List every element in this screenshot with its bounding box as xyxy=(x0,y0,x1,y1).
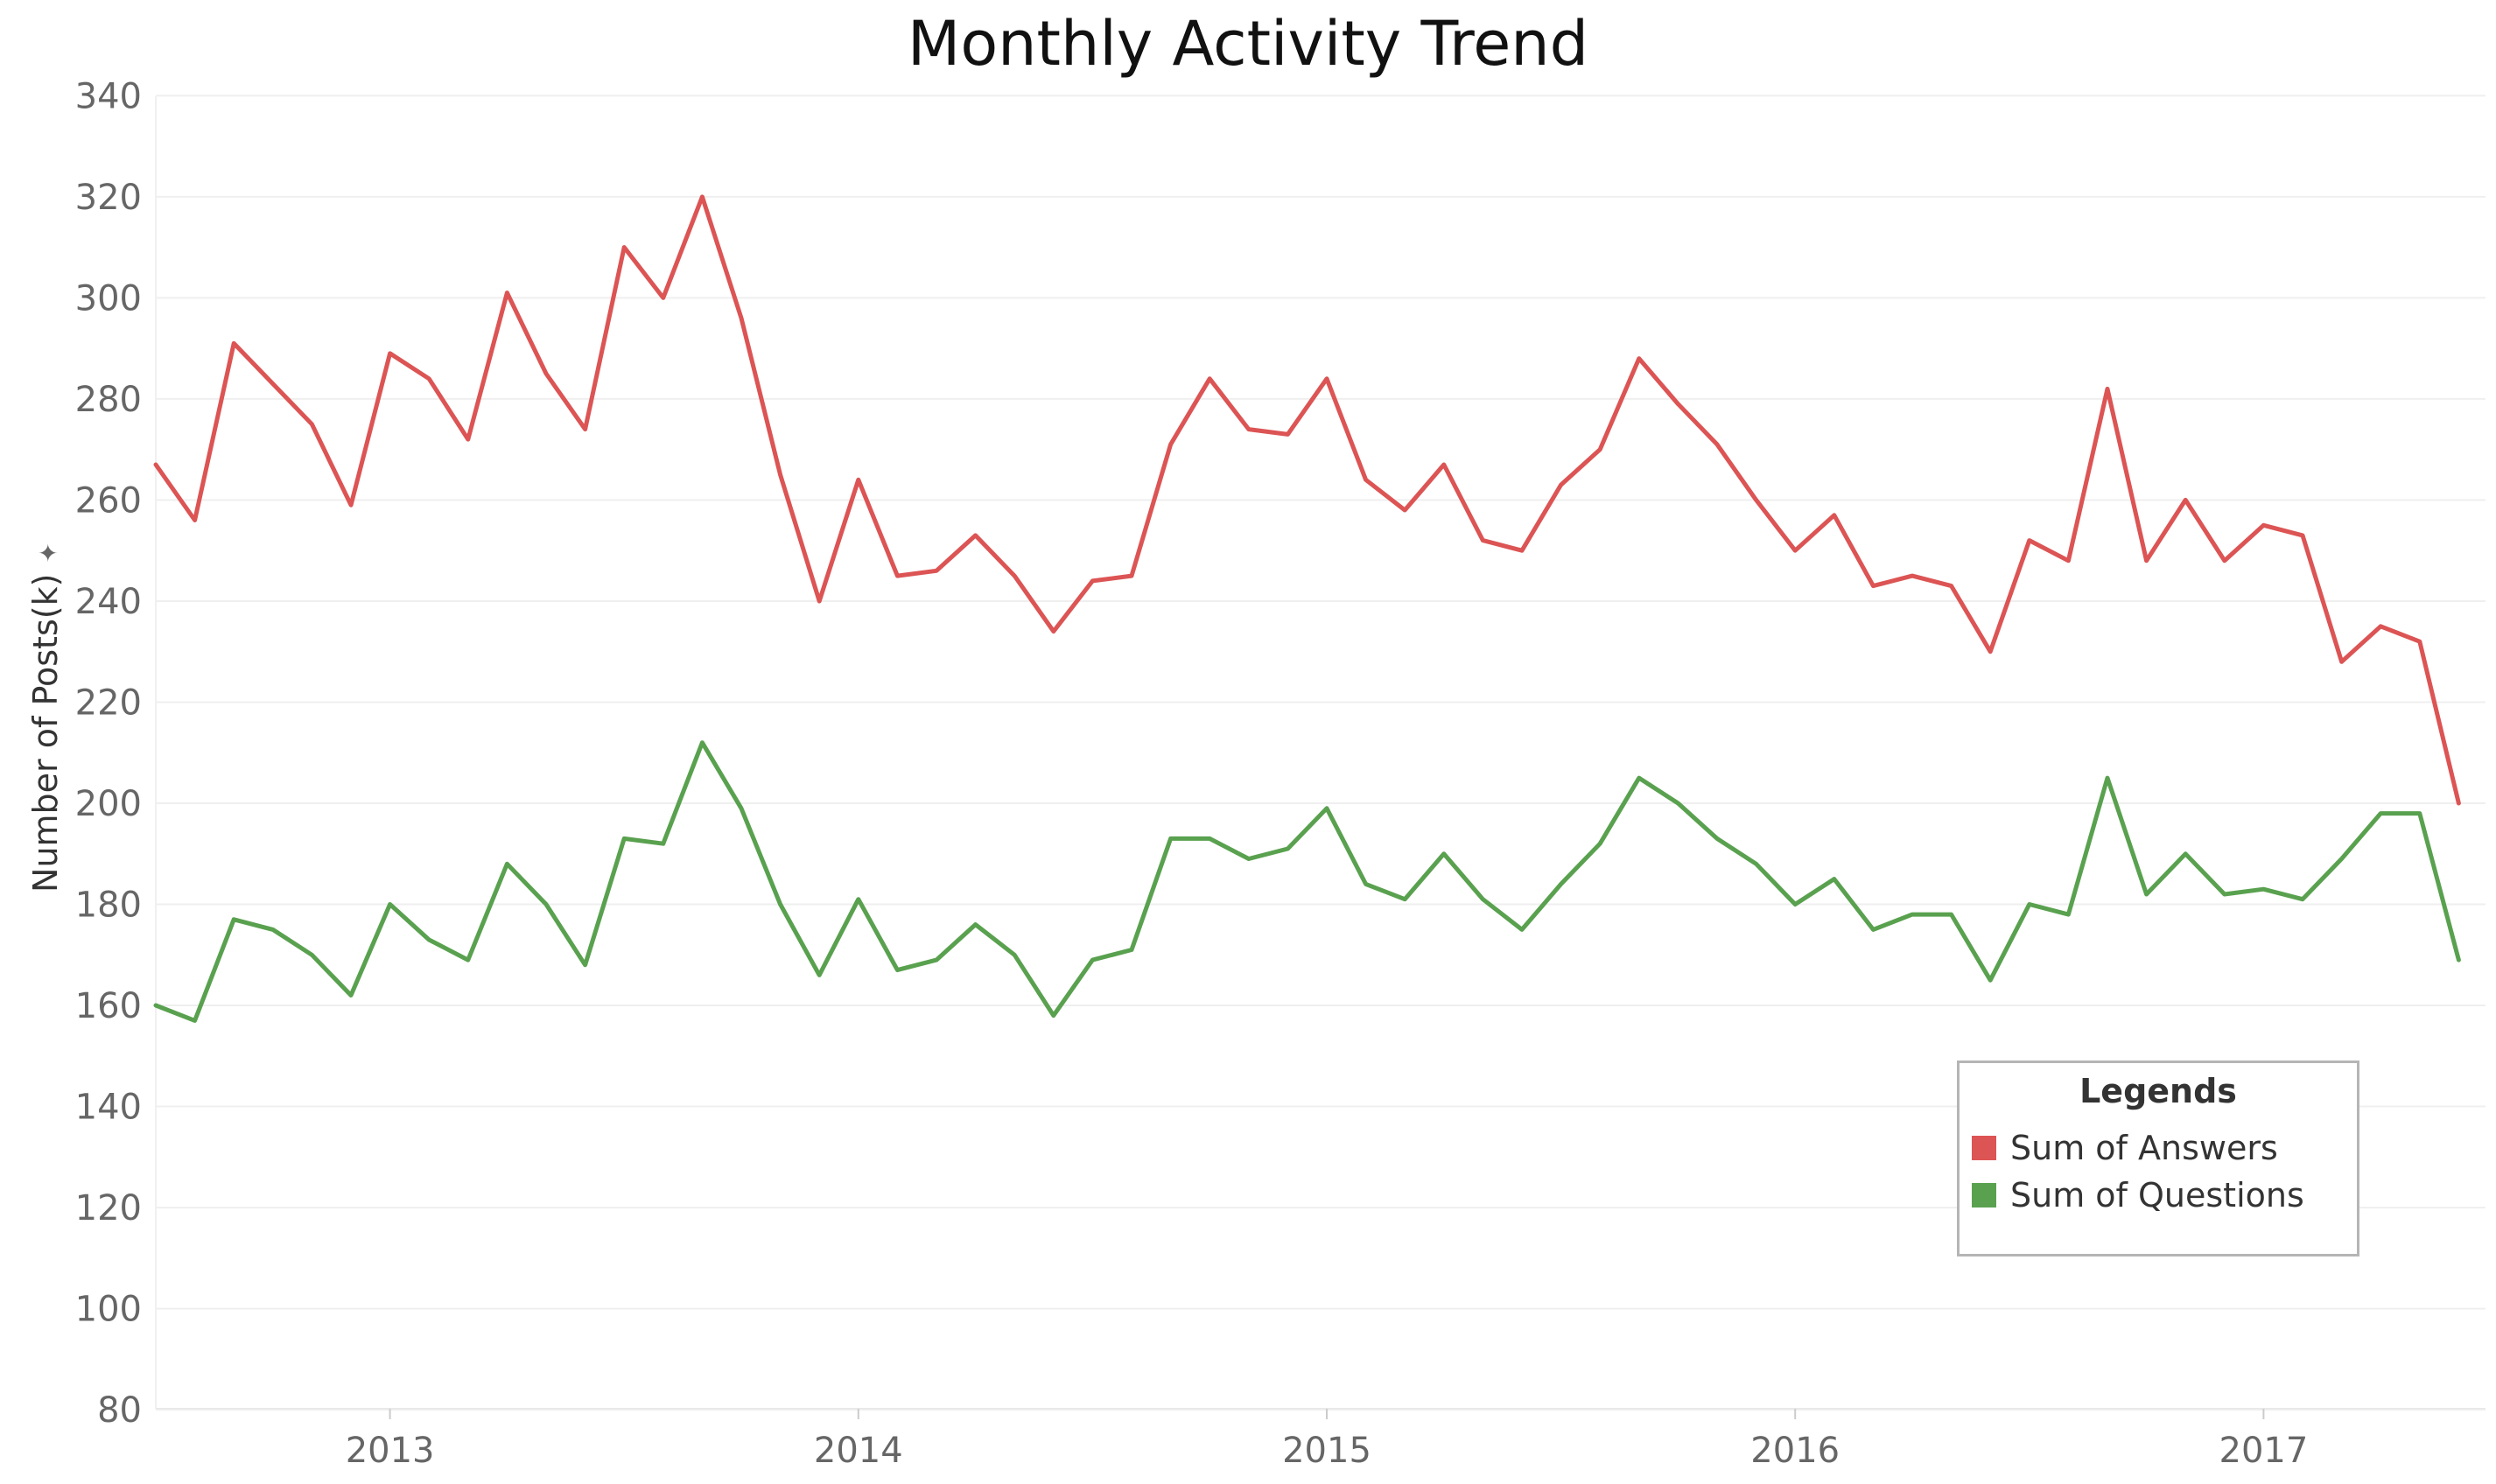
series-line-answers[interactable] xyxy=(153,194,2461,806)
x-tick-label: 2015 xyxy=(1282,1431,1371,1471)
legend-title: Legends xyxy=(2079,1072,2237,1110)
y-tick-label: 80 xyxy=(97,1390,142,1431)
y-axis-ticks: 340 320 300 280 260 240 220 200 180 160 140 120 100 8… xyxy=(75,76,142,1431)
legend-label-questions: Sum of Questions xyxy=(2010,1176,2304,1214)
x-tick-label: 2014 xyxy=(814,1431,903,1471)
y-tick-label: 240 xyxy=(75,582,142,622)
x-tick-label: 2016 xyxy=(1750,1431,1840,1471)
legend-swatch-questions xyxy=(1972,1183,1996,1208)
y-tick-label: 340 xyxy=(75,76,142,116)
y-tick-label: 320 xyxy=(75,178,142,218)
y-tick-label: 260 xyxy=(75,480,142,521)
gridlines xyxy=(155,94,2485,1411)
chart-title: Monthly Activity Trend xyxy=(907,8,1589,80)
y-tick-label: 300 xyxy=(75,278,142,318)
series-line-questions[interactable] xyxy=(153,740,2461,1023)
y-tick-label: 160 xyxy=(75,986,142,1026)
y-tick-label: 100 xyxy=(75,1290,142,1330)
y-tick-label: 220 xyxy=(75,682,142,723)
y-tick-label: 120 xyxy=(75,1188,142,1228)
x-axis-ticks: 2013 2014 2015 2016 2017 xyxy=(346,1409,2309,1471)
y-tick-label: 180 xyxy=(75,886,142,926)
series-lines xyxy=(153,194,2461,1023)
legend-label-answers: Sum of Answers xyxy=(2010,1129,2278,1167)
x-tick-label: 2013 xyxy=(346,1431,435,1471)
x-tick-label: 2017 xyxy=(2219,1431,2309,1471)
legend-item-questions[interactable]: Sum of Questions xyxy=(1972,1173,2304,1217)
legend: Legends Sum of Answers Sum of Questions xyxy=(1957,1060,2359,1256)
y-tick-label: 280 xyxy=(75,380,142,420)
y-tick-label: 200 xyxy=(75,784,142,824)
legend-swatch-answers xyxy=(1972,1136,1996,1160)
y-tick-label: 140 xyxy=(75,1088,142,1128)
legend-item-answers[interactable]: Sum of Answers xyxy=(1972,1126,2278,1170)
